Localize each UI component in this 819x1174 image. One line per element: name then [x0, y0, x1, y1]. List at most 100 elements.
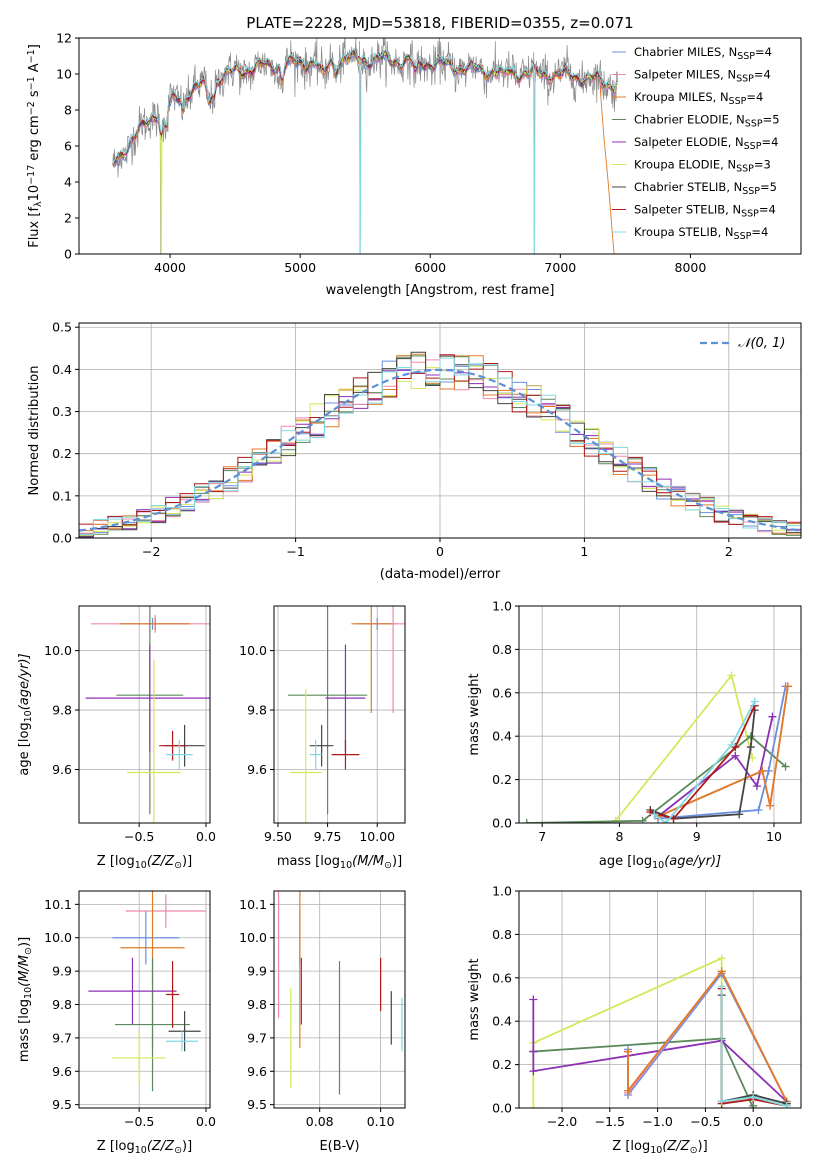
y-tick-label: 0.0 [492, 816, 512, 831]
weight-marker [717, 954, 726, 963]
weight-marker [717, 967, 726, 976]
x-tick-label: −1.0 [642, 1114, 672, 1129]
x-tick-label: 2 [725, 544, 733, 559]
y-tick-label: 10.1 [44, 897, 72, 912]
legend-normal-label: 𝒩(0, 1) [738, 336, 785, 351]
x-tick-label: 8 [615, 829, 623, 844]
weight-line [720, 986, 787, 1107]
plot-area [277, 891, 403, 1095]
x-tick-label: −2.0 [547, 1114, 577, 1129]
y-tick-label: 0.0 [492, 1101, 512, 1116]
axes-frame [78, 890, 211, 1109]
y-tick-label: 8 [64, 103, 72, 118]
weight-line [657, 686, 787, 820]
legend-entry: Chabrier ELODIE, NSSP=5 [634, 113, 780, 130]
weight-marker [623, 1086, 632, 1095]
weight-marker [727, 671, 736, 680]
y-tick-label: 10.0 [44, 930, 72, 945]
y-tick-label: 0.4 [492, 1014, 512, 1029]
weight-marker [782, 1101, 791, 1108]
spectrum-title: PLATE=2228, MJD=53818, FIBERID=0355, z=0… [246, 14, 633, 32]
y-tick-label: 0.3 [52, 404, 72, 419]
weight-vs-age-panel: 7 8 9 10 0.0 0.2 0.4 0.6 0.8 1.0 age [log10(age/yr… [467, 599, 802, 871]
x-tick-label: 0.0 [196, 1114, 216, 1129]
x-tick-label: 10 [766, 829, 782, 844]
panel-xlabel: Z [log10(Z/Z⊙)] [97, 1139, 192, 1156]
weight-marker [669, 814, 678, 823]
y-tick-label: 0.2 [492, 772, 512, 787]
weight-marker [529, 1104, 538, 1108]
plot-area [522, 671, 792, 823]
residual-histogram [79, 353, 801, 535]
age-vs-metallicity-panel: −0.5 0.0 9.6 9.8 10.0 Z [log10(Z/Z⊙)] age [log… [17, 605, 216, 871]
plot-area [287, 606, 405, 823]
panel-ylabel: mass weight [467, 958, 482, 1040]
y-tick-label: 9.8 [247, 703, 267, 718]
weight-marker [746, 743, 755, 752]
x-tick-label: −2 [142, 544, 160, 559]
x-tick-label: −0.5 [124, 1114, 154, 1129]
normal-curve [79, 368, 799, 532]
y-tick-label: 2 [64, 211, 72, 226]
weight-line [627, 971, 788, 1104]
y-tick-label: 0.0 [52, 531, 72, 546]
y-tick-label: 0.4 [52, 362, 72, 377]
weight-marker [717, 1097, 726, 1106]
weight-marker [781, 762, 790, 771]
weight-marker [735, 810, 744, 819]
y-tick-label: 9.8 [247, 997, 267, 1012]
weight-line [650, 705, 756, 820]
weight-line [526, 735, 787, 823]
x-tick-label: 7000 [544, 260, 576, 275]
panel-ylabel: mass [log10(M/M⊙)] [17, 937, 34, 1062]
y-tick-label: 9.9 [52, 964, 72, 979]
y-tick-label: 9.8 [52, 997, 72, 1012]
weight-marker [754, 805, 763, 814]
x-tick-label: 10.00 [359, 829, 395, 844]
x-tick-label: 0.0 [743, 1114, 763, 1129]
y-tick-label: 0.5 [52, 320, 72, 335]
axes-frame [273, 605, 406, 824]
weight-marker [529, 995, 538, 1004]
y-tick-label: 9.7 [247, 1030, 267, 1045]
y-tick-label: 9.6 [247, 762, 267, 777]
y-tick-label: 9.5 [247, 1097, 267, 1112]
legend-entry: Salpeter MILES, NSSP=4 [634, 68, 771, 85]
weight-marker [766, 801, 775, 810]
legend-entry: Chabrier MILES, NSSP=4 [634, 45, 772, 62]
y-tick-label: 10.0 [239, 930, 267, 945]
weight-line [720, 988, 787, 1107]
mass-vs-ebv-panel: 0.08 0.10 9.5 9.6 9.7 9.8 9.9 10.0 10.1 E(B-V) [239, 890, 406, 1154]
y-tick-label: 1.0 [492, 884, 512, 899]
plot-area [79, 351, 801, 538]
legend-entry: Kroupa ELODIE, NSSP=3 [634, 158, 771, 175]
weight-marker [758, 766, 767, 775]
x-tick-label: 0.0 [196, 829, 216, 844]
x-tick-label: −0.5 [124, 829, 154, 844]
y-tick-label: 0.2 [492, 1057, 512, 1072]
weight-vs-metallicity-panel: −2.0 −1.5 −1.0 −0.5 0.0 0.0 0.2 0.4 0.6 0.8 1.0 Z [… [467, 884, 802, 1156]
age-vs-mass-panel: 9.50 9.75 10.00 9.6 9.8 10.0 mass [log10(M/M⊙)… [239, 605, 406, 871]
x-tick-label: 5000 [284, 260, 316, 275]
y-tick-label: 10 [56, 67, 72, 82]
y-tick-label: 9.6 [52, 1064, 72, 1079]
weight-marker [661, 819, 670, 823]
y-tick-label: 9.7 [52, 1030, 72, 1045]
x-tick-label: 1 [580, 544, 588, 559]
weight-marker [650, 810, 659, 819]
y-tick-label: 4 [64, 175, 72, 190]
y-tick-label: 0.8 [492, 642, 512, 657]
y-tick-label: 0 [64, 247, 72, 262]
x-tick-label: −1 [286, 544, 304, 559]
legend-entry: Salpeter STELIB, NSSP=4 [634, 203, 776, 220]
mass-vs-metallicity-panel: −0.5 0.0 9.5 9.6 9.7 9.8 9.9 10.0 10.1 Z [log10(Z… [17, 890, 216, 1156]
x-tick-label: 9.50 [264, 829, 292, 844]
weight-marker [529, 1067, 538, 1076]
weight-marker [768, 712, 777, 721]
x-tick-label: 9.75 [314, 829, 342, 844]
residuals-ylabel: Normed distribution [27, 366, 42, 496]
x-tick-label: 0.08 [306, 1114, 334, 1129]
spectrum-panel: 4000 5000 6000 7000 8000 0 2 4 6 8 10 12 PLATE=2228,… [26, 14, 802, 298]
plot-area [529, 954, 791, 1108]
